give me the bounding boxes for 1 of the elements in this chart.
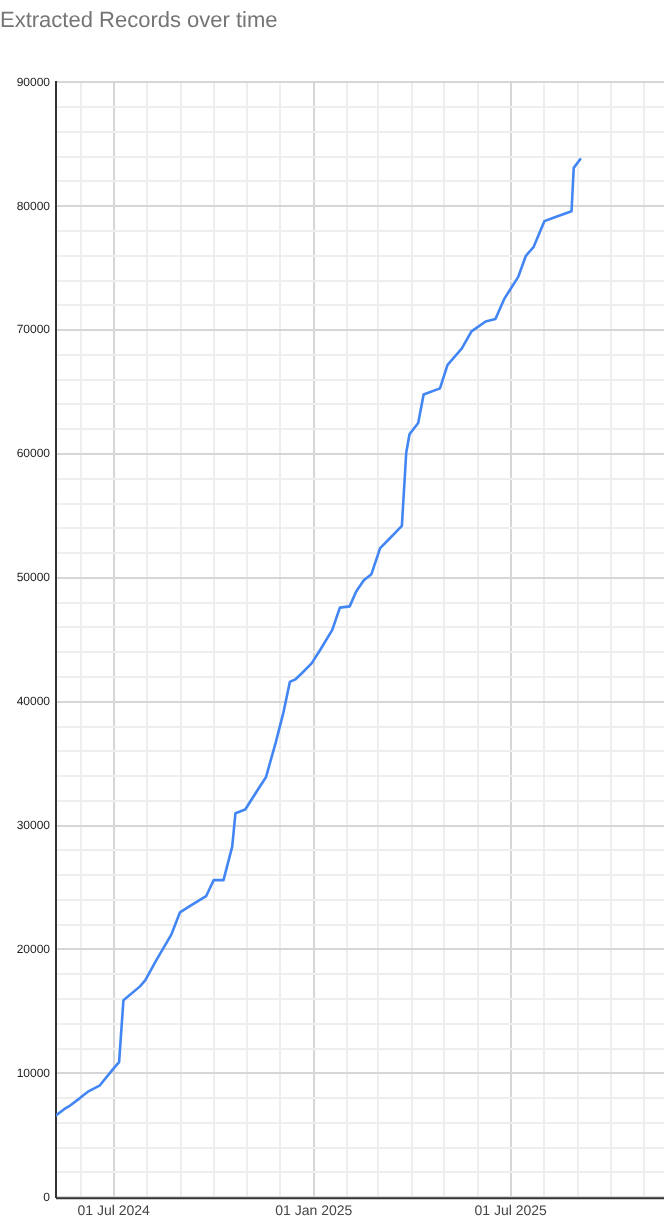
chart-title: Extracted Records over time bbox=[0, 9, 278, 34]
